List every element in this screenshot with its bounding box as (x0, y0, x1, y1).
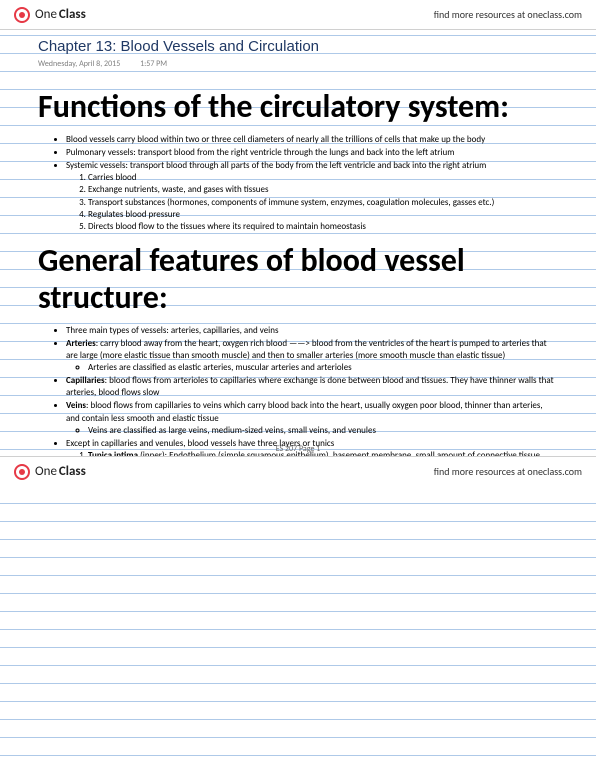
section-heading-structure: General features of blood vessel structu… (38, 243, 558, 317)
bottom-bar: One Class find more resources at oneclas… (0, 456, 596, 486)
page-number-label: ES 207 Page 1 (0, 444, 596, 454)
veins-sublist: Veins are classified as large veins, med… (66, 425, 558, 437)
meta-line: Wednesday, April 8, 2015 1:57 PM (38, 59, 558, 69)
logo-icon (14, 7, 30, 23)
list-item-veins: Veins: blood flows from capillaries to v… (66, 400, 558, 436)
systemic-numbered-list: Carries blood Exchange nutrients, waste,… (66, 172, 558, 233)
page-content: One Class find more resources at oneclas… (0, 0, 596, 486)
meta-date: Wednesday, April 8, 2015 (38, 59, 120, 69)
brand-class: Class (59, 464, 86, 479)
list-item: Transport substances (hormones, componen… (88, 197, 558, 209)
top-bar: One Class find more resources at oneclas… (0, 0, 596, 30)
list-item: Pulmonary vessels: transport blood from … (66, 147, 558, 159)
meta-time: 1:57 PM (140, 59, 167, 69)
list-item: Directs blood flow to the tissues where … (88, 221, 558, 233)
brand-logo[interactable]: One Class (14, 7, 86, 23)
resources-link[interactable]: find more resources at oneclass.com (434, 8, 582, 21)
list-item: Blood vessels carry blood within two or … (66, 134, 558, 146)
list-item: Systemic vessels: transport blood throug… (66, 160, 558, 233)
chapter-title: Chapter 13: Blood Vessels and Circulatio… (38, 38, 558, 59)
term-capillaries: Capillaries (66, 375, 105, 386)
functions-list: Blood vessels carry blood within two or … (38, 134, 558, 233)
list-item-capillaries: Capillaries: blood flows from arterioles… (66, 375, 558, 399)
term-arteries: Arteries (66, 338, 96, 349)
note-page: Chapter 13: Blood Vessels and Circulatio… (0, 30, 596, 486)
list-item-arteries: Arteries: carry blood away from the hear… (66, 338, 558, 374)
list-item: Regulates blood pressure (88, 209, 558, 221)
brand-class: Class (59, 7, 86, 22)
list-item: Veins are classified as large veins, med… (88, 425, 558, 437)
logo-icon (14, 464, 30, 480)
list-item: Exchange nutrients, waste, and gases wit… (88, 184, 558, 196)
brand-one: One (35, 7, 57, 22)
list-item: Three main types of vessels: arteries, c… (66, 325, 558, 337)
list-item: Carries blood (88, 172, 558, 184)
list-item: Arteries are classified as elastic arter… (88, 362, 558, 374)
resources-link-bottom[interactable]: find more resources at oneclass.com (434, 465, 582, 478)
section-heading-functions: Functions of the circulatory system: (38, 89, 558, 126)
veins-text: : blood flows from capillaries to veins … (66, 400, 543, 423)
arteries-sublist: Arteries are classified as elastic arter… (66, 362, 558, 374)
brand-one: One (35, 464, 57, 479)
term-veins: Veins (66, 400, 86, 411)
list-item-text: Systemic vessels: transport blood throug… (66, 160, 486, 171)
arteries-text: : carry blood away from the heart, oxyge… (66, 338, 547, 361)
capillaries-text: : blood flows from arterioles to capilla… (66, 375, 554, 398)
brand-logo-bottom[interactable]: One Class (14, 464, 86, 480)
